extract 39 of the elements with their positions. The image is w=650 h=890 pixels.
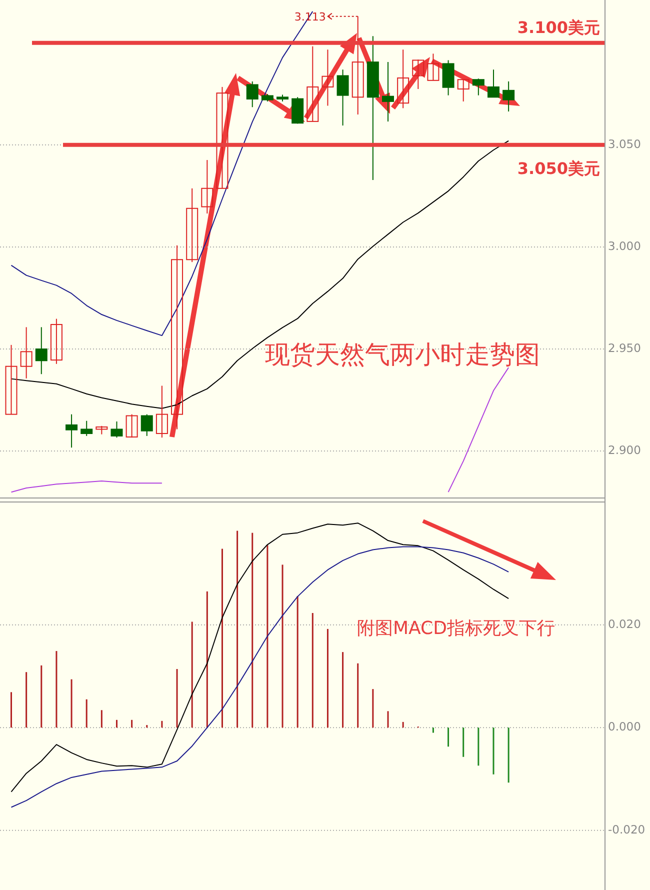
ref-line-label: 3.100美元: [517, 18, 600, 37]
candlestick: [35, 326, 48, 375]
candlestick: [66, 414, 78, 448]
candlestick: [457, 79, 470, 102]
y-tick-label: 0.000: [608, 720, 641, 734]
candlestick: [50, 318, 62, 364]
y-tick-label: 2.900: [608, 443, 641, 458]
candlestick: [201, 160, 214, 214]
y-tick-label: 3.050: [608, 137, 641, 152]
candlestick: [80, 420, 93, 436]
candlestick: [487, 69, 500, 98]
y-tick-label: 0.020: [608, 616, 641, 631]
candlestick: [397, 49, 410, 109]
candlestick: [352, 16, 364, 115]
candlestick: [382, 62, 394, 122]
candlestick: [412, 59, 424, 90]
annotation: 附图MACD指标死叉下行: [357, 618, 555, 639]
candlestick: [322, 49, 334, 106]
ref-line-label: 3.050美元: [517, 158, 600, 178]
candlestick: [502, 80, 515, 112]
candlestick: [110, 420, 123, 438]
candlestick: [336, 69, 349, 126]
candlestick: [442, 60, 454, 96]
annotation: 现货天然气两小时走势图: [265, 340, 540, 369]
candlestick: [140, 414, 153, 436]
y-tick-label: 2.950: [608, 341, 641, 356]
candlestick: [20, 326, 32, 379]
candlestick: [246, 80, 258, 108]
candlestick: [156, 385, 168, 438]
candlestick: [171, 244, 184, 430]
y-tick-label: 3.000: [608, 239, 641, 254]
candlestick: [216, 86, 228, 189]
candlestick: [186, 188, 198, 263]
candlestick: [5, 344, 18, 415]
candlestick: [126, 414, 138, 438]
candlestick: [306, 46, 319, 122]
candlestick: [472, 78, 484, 96]
candlestick: [427, 53, 440, 81]
y-tick-label: -0.020: [608, 822, 646, 837]
